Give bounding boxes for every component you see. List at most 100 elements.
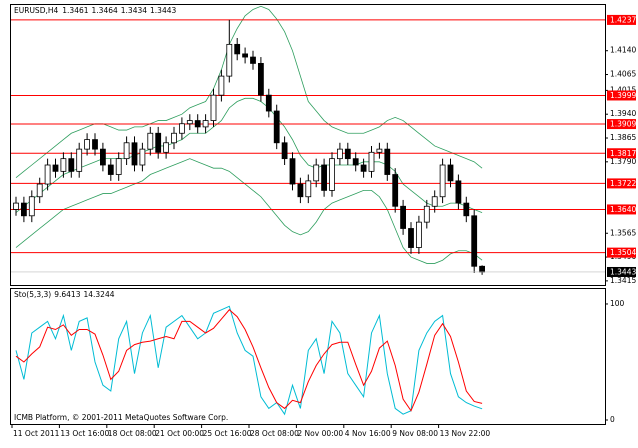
last-open: 1.3461 xyxy=(62,6,88,15)
x-tick-label: 11 Oct 2011 xyxy=(13,429,60,438)
candle-body xyxy=(471,215,478,267)
stochastic-header: Sto(5,3,3) 9.6413 14.3244 xyxy=(14,290,115,299)
candle-body xyxy=(44,164,51,185)
bollinger-upper xyxy=(15,5,483,179)
y-tick-label: 1.3415 xyxy=(610,276,636,285)
level-label-bg xyxy=(607,119,636,130)
x-tick-label: 25 Oct 16:00 xyxy=(203,429,252,438)
candle-body xyxy=(36,183,43,198)
candle-body xyxy=(447,164,454,182)
y-tick-label: 1.3790 xyxy=(610,157,636,166)
candle-body xyxy=(352,158,359,166)
candle-body xyxy=(439,164,446,198)
x-tick-label: 4 Nov 16:00 xyxy=(345,429,391,438)
candle-body xyxy=(60,158,67,172)
bollinger-lower xyxy=(15,158,483,264)
candle-body xyxy=(20,202,27,217)
indicator-name: Sto(5,3,3) xyxy=(14,290,51,299)
x-tick-label: 18 Oct 08:00 xyxy=(108,429,157,438)
candle-body xyxy=(76,148,83,172)
x-tick-label: 2 Nov 00:00 xyxy=(297,429,343,438)
copyright: ICMB Platform, © 2001-2011 MetaQuotes So… xyxy=(14,413,228,422)
y-tick-label: 1.3940 xyxy=(610,109,636,118)
x-tick-label: 13 Oct 16:00 xyxy=(60,429,109,438)
last-low: 1.3434 xyxy=(121,6,147,15)
level-label-bg xyxy=(607,14,636,25)
level-label: 1.3999 xyxy=(610,91,636,100)
level-label-bg xyxy=(607,90,636,101)
y-tick-label: 1.4015 xyxy=(610,85,636,94)
candle-body xyxy=(360,164,367,172)
candle-body xyxy=(431,196,438,207)
candle-body xyxy=(28,196,35,217)
candle-body xyxy=(218,75,225,96)
candle-body xyxy=(257,63,264,96)
candle-body xyxy=(392,174,399,207)
level-label: 1.3640 xyxy=(610,205,636,214)
axes: 1.4140 1.4065 1.4015 1.3940 1.3865 1.3790 1.35… xyxy=(11,14,636,438)
stochastic-frame xyxy=(10,288,606,425)
main-header: EURUSD,H4 1.3461 1.3464 1.3434 1.3443 xyxy=(14,6,176,15)
candle-body xyxy=(171,132,177,144)
level-label: 1.3722 xyxy=(610,179,636,188)
candle-body xyxy=(408,228,414,248)
last-d: 14.3244 xyxy=(83,290,114,299)
y-tick-label: 1.3565 xyxy=(610,228,636,237)
candle-body xyxy=(202,120,209,128)
level-label-bg xyxy=(607,204,636,215)
last-high: 1.3464 xyxy=(92,6,118,15)
y-tick-label: 1.3865 xyxy=(610,133,636,142)
x-tick-label: 28 Oct 08:00 xyxy=(250,429,299,438)
y-tick-label: 0 xyxy=(610,415,615,424)
price-label: 1.3443 xyxy=(610,267,636,276)
candle-body xyxy=(84,139,90,150)
candle-body xyxy=(368,151,375,172)
bollinger-middle xyxy=(15,97,483,213)
candle-body xyxy=(100,148,106,166)
candle-body xyxy=(123,142,130,160)
candle-body xyxy=(163,142,170,153)
candle-body xyxy=(400,205,407,229)
candle-body xyxy=(321,164,328,191)
candle-body xyxy=(242,53,249,58)
candle-body xyxy=(415,221,422,248)
candle-body xyxy=(52,164,59,172)
candle-body xyxy=(273,110,280,144)
candle-body xyxy=(281,142,288,160)
candle-body xyxy=(186,120,193,125)
level-label-bg xyxy=(607,148,636,159)
x-tick-label: 9 Nov 08:00 xyxy=(392,429,438,438)
level-label: 1.3504 xyxy=(610,248,636,257)
candle-body xyxy=(463,202,470,217)
level-label: 1.3909 xyxy=(610,120,636,129)
main-plot xyxy=(11,5,605,275)
candle-body xyxy=(384,148,391,175)
level-label: 1.4237 xyxy=(610,15,636,24)
candle-body xyxy=(139,148,146,166)
candle-body xyxy=(234,43,241,55)
stochastic-plot xyxy=(15,305,483,416)
main-frame xyxy=(10,4,606,286)
candle-body xyxy=(336,148,343,160)
y-tick-label: 1.4140 xyxy=(610,46,636,55)
candle-body xyxy=(226,43,233,77)
candle-body xyxy=(297,183,304,198)
candle-body xyxy=(155,132,162,153)
candle-body xyxy=(68,158,75,172)
x-tick-label: 13 Nov 22:00 xyxy=(440,429,491,438)
level-label: 1.3817 xyxy=(610,149,636,158)
candle-body xyxy=(147,132,154,150)
candle-body xyxy=(376,148,383,153)
candle-body xyxy=(131,142,138,166)
last-k: 9.6413 xyxy=(54,290,80,299)
candle-body xyxy=(329,158,335,191)
x-tick-label: 21 Oct 00:00 xyxy=(155,429,204,438)
last-close: 1.3443 xyxy=(150,6,176,15)
candle-body xyxy=(305,180,312,198)
candle-body xyxy=(107,164,114,175)
candle-body xyxy=(289,158,296,185)
stochastic-line xyxy=(15,305,483,416)
candle-body xyxy=(194,120,201,128)
candle-body xyxy=(455,180,462,204)
